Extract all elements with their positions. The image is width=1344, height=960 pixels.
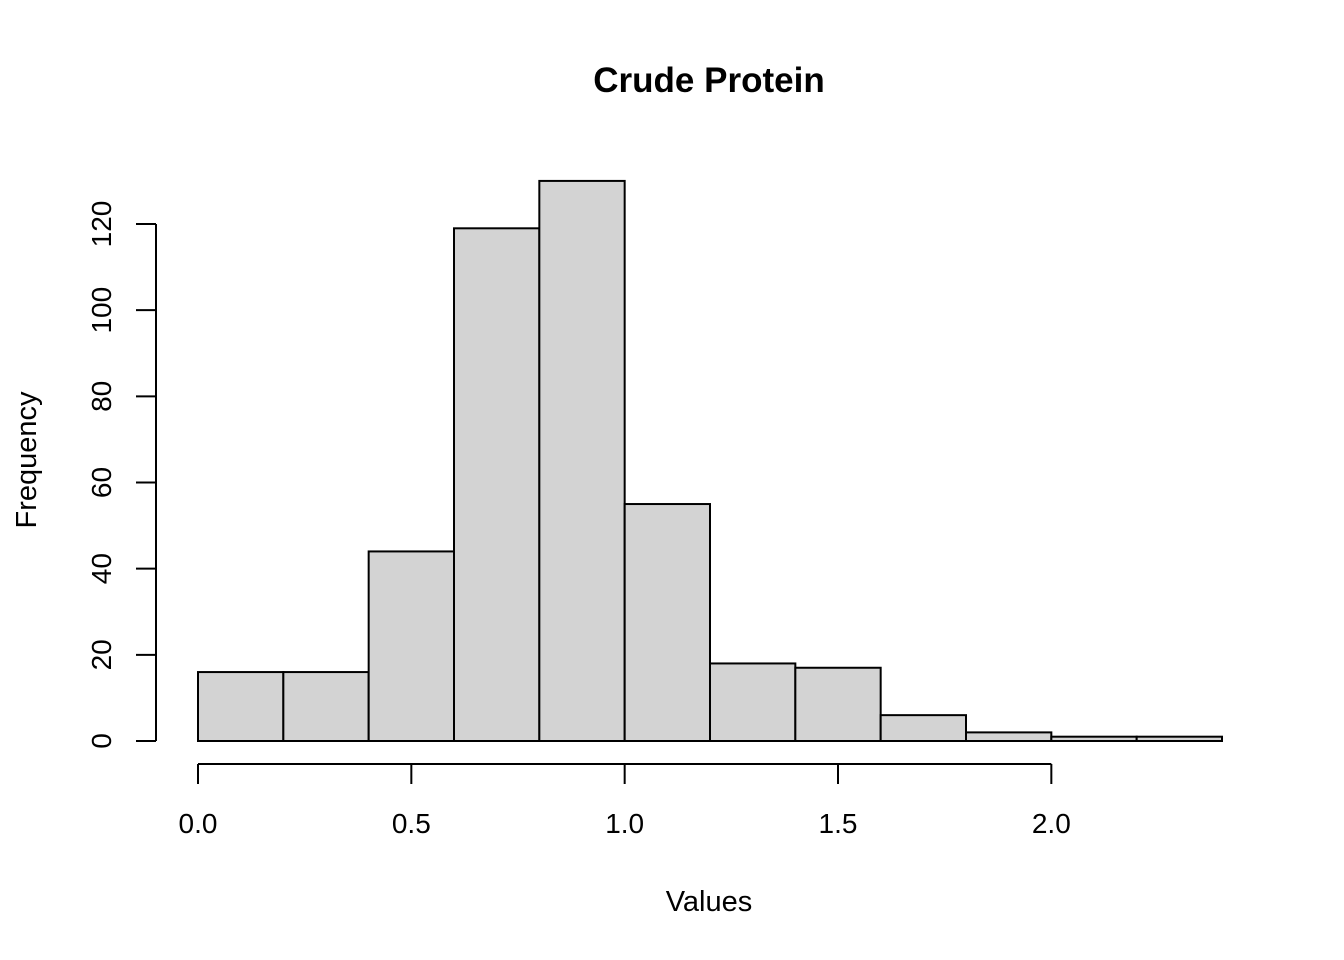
y-tick-label: 0 — [86, 733, 117, 749]
y-tick-label: 60 — [86, 467, 117, 498]
histogram-bar — [1135, 735, 1223, 742]
x-axis-label: Values — [666, 886, 753, 918]
histogram-bar — [794, 666, 882, 743]
histogram-bar — [453, 227, 541, 742]
y-tick-label: 40 — [86, 553, 117, 584]
histogram-bar — [1050, 735, 1138, 742]
x-tick-label: 1.5 — [819, 808, 858, 839]
x-tick-label: 2.0 — [1032, 808, 1071, 839]
histogram-bar — [197, 671, 285, 742]
histogram-bar — [709, 662, 797, 743]
x-tick-label: 0.5 — [392, 808, 431, 839]
y-axis: 0 20 40 60 80 100 120 — [86, 201, 157, 749]
histogram-bar — [538, 179, 626, 742]
histogram-bar — [879, 714, 968, 743]
histogram-bar — [965, 731, 1053, 743]
y-axis-label: Frequency — [11, 391, 43, 529]
y-tick-label: 100 — [86, 287, 117, 334]
histogram-bar — [367, 550, 455, 743]
histogram-bar — [623, 503, 712, 742]
histogram-bar — [282, 671, 370, 742]
y-tick-label: 80 — [86, 381, 117, 412]
x-axis: 0.0 0.5 1.0 1.5 2.0 — [179, 763, 1071, 839]
chart-title: Crude Protein — [593, 61, 824, 100]
x-tick-label: 1.0 — [605, 808, 644, 839]
y-tick-label: 20 — [86, 639, 117, 670]
bars-group — [197, 179, 1223, 743]
y-tick-label: 120 — [86, 201, 117, 248]
x-tick-label: 0.0 — [179, 808, 218, 839]
